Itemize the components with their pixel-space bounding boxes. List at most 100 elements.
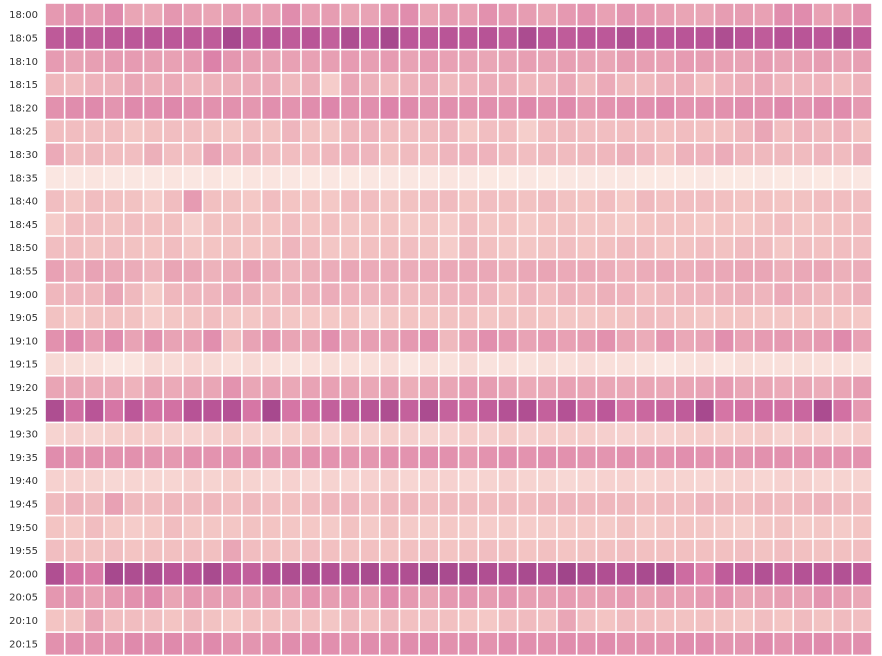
- heatmap-cell: [341, 399, 360, 422]
- heatmap-cell: [439, 143, 458, 166]
- heatmap-cell: [833, 73, 852, 96]
- heatmap-cell: [518, 446, 537, 469]
- heatmap-cell: [616, 50, 635, 73]
- heatmap-cell: [85, 143, 104, 166]
- heatmap-cell: [597, 330, 616, 352]
- heatmap-cell: [321, 97, 340, 119]
- heatmap-cell: [380, 469, 399, 492]
- heatmap-cell: [734, 50, 754, 73]
- heatmap-cell: [774, 143, 793, 166]
- heatmap-cell: [833, 50, 852, 73]
- heatmap-cell: [223, 190, 242, 212]
- heatmap-cell: [85, 539, 104, 562]
- heatmap-cell: [223, 330, 242, 352]
- heatmap-cell: [104, 632, 123, 655]
- heatmap-cell: [577, 493, 596, 515]
- heatmap-cell: [734, 283, 754, 306]
- heatmap-cell: [597, 423, 616, 445]
- heatmap-cell: [380, 446, 399, 469]
- heatmap-cell: [321, 143, 340, 166]
- heatmap-cell: [538, 493, 557, 515]
- heatmap-cell: [597, 283, 616, 306]
- heatmap-cell: [85, 469, 104, 492]
- row-label: 19:50: [9, 523, 38, 534]
- heatmap-cell: [301, 283, 320, 306]
- heatmap-cell: [282, 97, 301, 119]
- heatmap-cell: [656, 97, 675, 119]
- heatmap-cell: [774, 469, 793, 492]
- heatmap-cell: [341, 143, 360, 166]
- heatmap-cell: [715, 446, 734, 469]
- heatmap-cell: [577, 27, 596, 49]
- heatmap-cell: [478, 353, 498, 375]
- heatmap-cell: [104, 609, 123, 632]
- heatmap-cell: [400, 399, 419, 422]
- heatmap-cell: [45, 330, 64, 352]
- heatmap-cell: [518, 306, 537, 329]
- heatmap-cell: [478, 586, 498, 608]
- heatmap-cell: [734, 73, 754, 96]
- heatmap-cell: [557, 539, 576, 562]
- heatmap-cell: [538, 446, 557, 469]
- heatmap-cell: [498, 166, 517, 189]
- heatmap-cell: [813, 330, 832, 352]
- heatmap-cell: [557, 446, 576, 469]
- heatmap-cell: [538, 27, 557, 49]
- row-label: 18:45: [9, 220, 38, 231]
- row-label: 19:25: [9, 406, 38, 417]
- heatmap-cell: [203, 516, 222, 539]
- heatmap-cell: [45, 586, 64, 608]
- heatmap-cell: [104, 446, 123, 469]
- heatmap-cell: [459, 493, 478, 515]
- heatmap-cell: [734, 260, 754, 282]
- heatmap-cell: [183, 50, 202, 73]
- heatmap-cell: [715, 3, 734, 26]
- heatmap-cell: [203, 97, 222, 119]
- heatmap-cell: [65, 539, 84, 562]
- heatmap-cell: [518, 353, 537, 375]
- heatmap-cell: [242, 586, 261, 608]
- heatmap-cell: [695, 190, 714, 212]
- heatmap-cell: [774, 539, 793, 562]
- heatmap-cell: [794, 190, 813, 212]
- heatmap-cell: [597, 97, 616, 119]
- heatmap-cell: [223, 97, 242, 119]
- heatmap-cell: [144, 423, 163, 445]
- heatmap-cell: [104, 213, 123, 236]
- heatmap-cell: [616, 213, 635, 236]
- heatmap-cell: [813, 27, 832, 49]
- heatmap-cell: [459, 586, 478, 608]
- heatmap-cell: [695, 120, 714, 142]
- heatmap-cell: [557, 493, 576, 515]
- heatmap-cell: [794, 330, 813, 352]
- heatmap-cell: [282, 283, 301, 306]
- heatmap-cell: [656, 330, 675, 352]
- heatmap-cell: [715, 609, 734, 632]
- heatmap-cell: [282, 446, 301, 469]
- heatmap-cell: [577, 632, 596, 655]
- heatmap-cell: [104, 260, 123, 282]
- heatmap-cell: [242, 516, 261, 539]
- heatmap-cell: [478, 166, 498, 189]
- heatmap-cell: [616, 563, 635, 585]
- heatmap-cell: [498, 609, 517, 632]
- heatmap-cell: [597, 27, 616, 49]
- heatmap-cell: [85, 632, 104, 655]
- heatmap-cell: [439, 27, 458, 49]
- heatmap-cell: [518, 190, 537, 212]
- heatmap-cell: [538, 50, 557, 73]
- heatmap-cell: [754, 493, 773, 515]
- heatmap-cell: [616, 143, 635, 166]
- heatmap-cell: [400, 166, 419, 189]
- heatmap-cell: [754, 376, 773, 399]
- heatmap-cell: [498, 97, 517, 119]
- heatmap-cell: [65, 50, 84, 73]
- heatmap-cell: [715, 283, 734, 306]
- heatmap-cell: [656, 563, 675, 585]
- row-label: 19:20: [9, 383, 38, 394]
- heatmap-cell: [341, 260, 360, 282]
- heatmap-cell: [794, 50, 813, 73]
- heatmap-cell: [754, 446, 773, 469]
- heatmap-cell: [675, 493, 694, 515]
- heatmap-cell: [853, 423, 872, 445]
